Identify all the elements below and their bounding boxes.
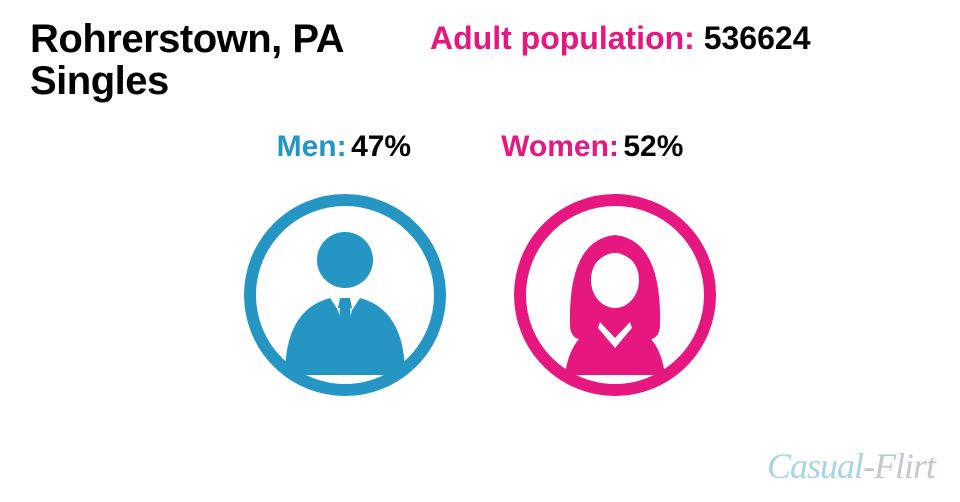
icons-row (0, 190, 960, 400)
man-icon (240, 190, 450, 400)
men-value: 47% (351, 130, 411, 163)
population-stat: Adult population: 536624 (430, 20, 810, 57)
men-label: Men: (277, 130, 347, 163)
women-label: Women: (501, 130, 619, 163)
subtitle: Singles (30, 60, 344, 102)
women-value: 52% (623, 130, 683, 163)
women-stat: Women: 52% (501, 130, 683, 164)
population-value: 536624 (704, 20, 811, 56)
watermark-part2: -Flirt (863, 446, 935, 486)
stats-row: Men: 47% Women: 52% (0, 130, 960, 164)
watermark-part1: Casual (767, 446, 863, 486)
header-left: Rohrerstown, PA Singles (30, 18, 344, 102)
population-label: Adult population: (430, 20, 695, 56)
men-stat: Men: 47% (277, 130, 412, 164)
watermark: Casual-Flirt (767, 445, 935, 487)
woman-icon (510, 190, 720, 400)
location-title: Rohrerstown, PA (30, 18, 344, 60)
